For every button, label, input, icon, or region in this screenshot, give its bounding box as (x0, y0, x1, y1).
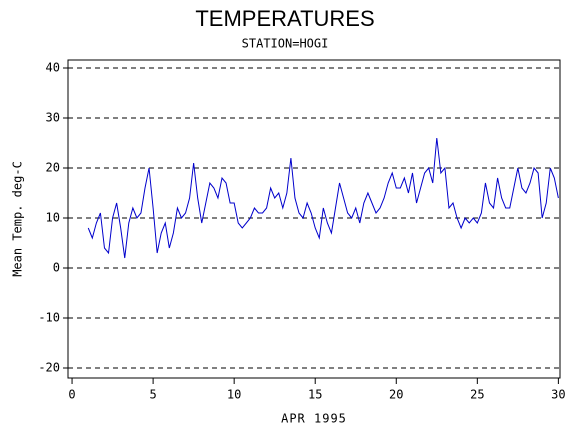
x-tick-label: 25 (470, 388, 484, 402)
x-tick-label: 20 (389, 388, 403, 402)
chart-title: TEMPERATURES (195, 6, 374, 31)
x-tick-label: 5 (149, 388, 156, 402)
chart-subtitle: STATION=HOGI (242, 37, 329, 51)
y-tick-label: -20 (38, 361, 60, 375)
x-tick-label: 30 (551, 388, 565, 402)
x-tick-label: 15 (308, 388, 322, 402)
y-tick-label: 40 (46, 61, 60, 75)
plot-frame (67, 59, 561, 379)
y-tick-label: -10 (38, 311, 60, 325)
x-tick-label: 10 (227, 388, 241, 402)
y-tick-label: 20 (46, 161, 60, 175)
x-tick-label: 0 (68, 388, 75, 402)
y-axis-label: Mean Temp. deg-C (11, 161, 25, 277)
y-tick-label: 0 (53, 261, 60, 275)
y-tick-label: 30 (46, 111, 60, 125)
x-axis-label: APR 1995 (281, 412, 347, 426)
line-series (87, 137, 559, 259)
y-tick-label: 10 (46, 211, 60, 225)
